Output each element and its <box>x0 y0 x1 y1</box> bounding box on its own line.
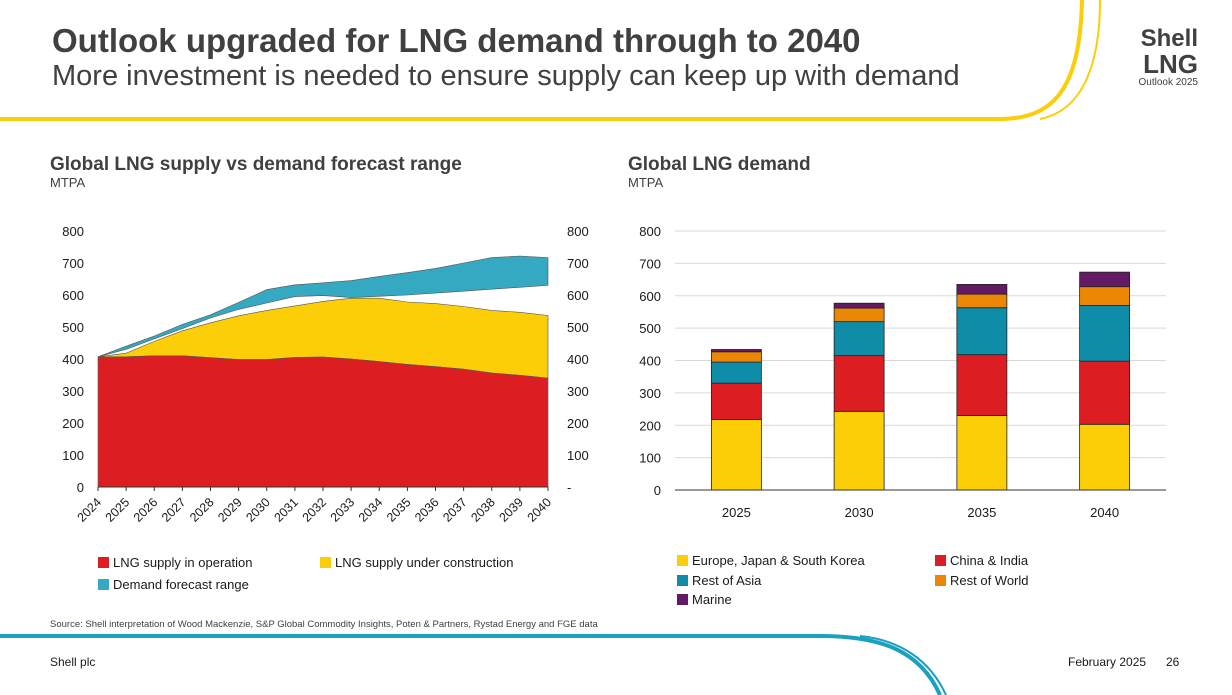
legend-label: LNG supply under construction <box>335 555 514 570</box>
y-tick-label-right: 100 <box>567 448 589 463</box>
shell-lng-logo: Shell LNG Outlook 2025 <box>1139 27 1199 89</box>
legend-label: Rest of Asia <box>692 573 762 588</box>
right-chart-title: Global LNG demand <box>628 154 811 175</box>
y-tick-label-right: 300 <box>567 384 589 399</box>
y-tick-label-right: 500 <box>567 320 589 335</box>
y-tick-label-right: 800 <box>567 224 589 239</box>
page-subtitle: More investment is needed to ensure supp… <box>52 60 960 92</box>
bar-segment <box>1079 271 1131 288</box>
y-tick-label-left: 0 <box>77 480 84 495</box>
legend-swatch <box>935 555 946 566</box>
footer-teal-curve <box>0 634 942 695</box>
y-tick-label: 400 <box>639 354 661 369</box>
legend-swatch <box>677 575 688 586</box>
legend-item-marine: Marine <box>677 592 732 607</box>
bar-segment <box>710 349 762 353</box>
bar-segment <box>833 307 885 323</box>
y-tick-label: 300 <box>639 386 661 401</box>
x-tick-label: 2035 <box>967 505 996 520</box>
y-tick-label-right: 200 <box>567 416 589 431</box>
left-chart-unit: MTPA <box>50 175 86 190</box>
bar-segment <box>1079 305 1131 362</box>
legend-swatch <box>98 579 109 590</box>
legend-item-china-india: China & India <box>935 553 1028 568</box>
footer-teal-curve-thin <box>859 635 947 695</box>
y-tick-label: 800 <box>639 224 661 239</box>
y-tick-label-left: 300 <box>62 384 84 399</box>
y-tick-label-right: 700 <box>567 256 589 271</box>
y-tick-label-left: 200 <box>62 416 84 431</box>
legend-swatch <box>677 555 688 566</box>
bar-segment <box>710 361 762 384</box>
x-tick-label: 2030 <box>845 505 874 520</box>
x-tick-label: 2040 <box>1090 505 1119 520</box>
bar-segment <box>1079 423 1131 491</box>
bar-segment <box>710 382 762 420</box>
bar-segment <box>956 293 1008 309</box>
y-tick-label-left: 700 <box>62 256 84 271</box>
bar-segment <box>956 307 1008 356</box>
source-note: Source: Shell interpretation of Wood Mac… <box>50 619 598 630</box>
bar-segment <box>710 419 762 491</box>
legend-item-rest-of-world: Rest of World <box>935 573 1029 588</box>
logo-line-1: Shell <box>1140 25 1198 52</box>
legend-label: Rest of World <box>950 573 1029 588</box>
y-tick-label-right: - <box>567 480 571 495</box>
bar-segment <box>833 355 885 412</box>
bar-segment <box>956 284 1008 295</box>
bar-segment <box>1079 360 1131 425</box>
bar-segment <box>956 415 1008 491</box>
y-tick-label-left: 400 <box>62 352 84 367</box>
header-yellow-curve-thin <box>1039 0 1101 120</box>
page-title: Outlook upgraded for LNG demand through … <box>52 22 861 59</box>
y-tick-label-left: 600 <box>62 288 84 303</box>
legend-label: LNG supply in operation <box>113 555 253 570</box>
y-tick-label: 0 <box>654 483 661 498</box>
legend-swatch <box>935 575 946 586</box>
bar-segment <box>710 351 762 363</box>
y-tick-label: 600 <box>639 289 661 304</box>
legend-item-rest-of-asia: Rest of Asia <box>677 573 761 588</box>
legend-item-europe-japan-korea: Europe, Japan & South Korea <box>677 553 865 568</box>
header-yellow-curve <box>0 0 1084 121</box>
legend-item-supply-construction: LNG supply under construction <box>320 555 513 570</box>
legend-swatch <box>320 557 331 568</box>
legend-label: Marine <box>692 592 732 607</box>
bar-segment <box>1079 286 1131 306</box>
left-chart-title: Global LNG supply vs demand forecast ran… <box>50 154 462 175</box>
y-tick-label-left: 800 <box>62 224 84 239</box>
bar-segment <box>833 321 885 357</box>
y-tick-label: 700 <box>639 256 661 271</box>
bar-segment <box>956 354 1008 416</box>
y-tick-label-left: 100 <box>62 448 84 463</box>
legend-item-supply-operation: LNG supply in operation <box>98 555 252 570</box>
y-tick-label: 100 <box>639 451 661 466</box>
x-tick-label: 2025 <box>722 505 751 520</box>
legend-label: Europe, Japan & South Korea <box>692 553 865 568</box>
legend-item-demand-range: Demand forecast range <box>98 577 249 592</box>
footer-company: Shell plc <box>50 655 96 669</box>
legend-label: Demand forecast range <box>113 577 249 592</box>
y-tick-label-left: 500 <box>62 320 84 335</box>
right-chart-unit: MTPA <box>628 175 664 190</box>
area-demand-forecast-range <box>97 255 549 358</box>
legend-swatch <box>98 557 109 568</box>
area-supply-in-operation <box>97 355 549 488</box>
bar-segment <box>833 302 885 309</box>
y-tick-label: 500 <box>639 321 661 336</box>
page-number: 26 <box>1166 655 1180 669</box>
y-tick-label-right: 400 <box>567 352 589 367</box>
y-tick-label: 200 <box>639 418 661 433</box>
logo-line-2: LNG <box>1143 49 1198 79</box>
y-tick-label-right: 600 <box>567 288 589 303</box>
legend-swatch <box>677 594 688 605</box>
legend-label: China & India <box>950 553 1029 568</box>
bar-segment <box>833 410 885 491</box>
logo-line-3: Outlook 2025 <box>1138 77 1199 88</box>
footer-date: February 2025 <box>1068 655 1147 669</box>
